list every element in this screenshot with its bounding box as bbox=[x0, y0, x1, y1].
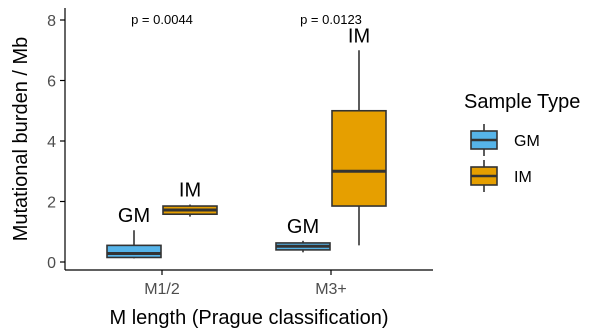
y-tick-label: 6 bbox=[47, 74, 56, 91]
box-group-label: IM bbox=[179, 180, 201, 202]
legend-title: Sample Type bbox=[464, 91, 580, 113]
box-im: IM bbox=[162, 180, 218, 217]
pvalue-label: p = 0.0044 bbox=[131, 12, 193, 27]
pvalue-annotations: p = 0.0044 p = 0.0123 bbox=[131, 12, 362, 27]
x-tick-label: M3+ bbox=[315, 281, 347, 298]
box-body bbox=[106, 244, 162, 259]
pvalue-label: p = 0.0123 bbox=[300, 12, 362, 27]
y-tick-label: 8 bbox=[47, 13, 56, 30]
y-tick-label: 2 bbox=[47, 195, 56, 212]
boxes: GM IM GM IM bbox=[106, 25, 387, 259]
axes bbox=[64, 8, 433, 271]
y-tick-label: 0 bbox=[47, 255, 56, 272]
x-tick-label: M1/2 bbox=[144, 281, 180, 298]
legend-key-im bbox=[470, 160, 498, 192]
legend-key-gm bbox=[470, 124, 498, 156]
box-group-label: GM bbox=[118, 205, 150, 227]
x-axis-label: M length (Prague classification) bbox=[109, 307, 388, 329]
y-ticks: 0 2 4 6 8 bbox=[47, 13, 65, 272]
legend: Sample Type GM IM bbox=[464, 91, 580, 192]
legend-label: IM bbox=[514, 169, 532, 186]
y-tick-label: 4 bbox=[47, 134, 56, 151]
box-gm: GM bbox=[275, 216, 331, 253]
box-im: IM bbox=[331, 25, 387, 246]
box-body bbox=[331, 109, 387, 207]
legend-label: GM bbox=[514, 133, 540, 150]
box-group-label: GM bbox=[287, 216, 319, 238]
x-ticks: M1/2 M3+ bbox=[144, 270, 347, 298]
box-group-label: IM bbox=[348, 25, 370, 47]
box-gm: GM bbox=[106, 205, 162, 259]
y-axis-label: Mutational burden / Mb bbox=[10, 37, 32, 242]
